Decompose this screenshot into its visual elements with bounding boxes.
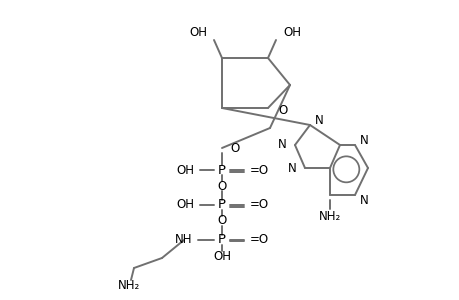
Text: OH: OH — [282, 26, 300, 38]
Text: N: N — [359, 134, 368, 146]
Text: N: N — [359, 194, 368, 206]
Text: =O: =O — [249, 164, 269, 176]
Text: NH₂: NH₂ — [318, 211, 341, 224]
Text: N: N — [278, 139, 286, 152]
Text: =O: =O — [249, 199, 269, 212]
Text: OH: OH — [189, 26, 207, 38]
Text: OH: OH — [176, 199, 194, 212]
Text: NH₂: NH₂ — [118, 280, 140, 292]
Text: =O: =O — [249, 233, 269, 247]
Text: O: O — [217, 214, 226, 227]
Text: O: O — [277, 104, 286, 118]
Text: P: P — [218, 164, 225, 176]
Text: OH: OH — [213, 250, 230, 262]
Text: N: N — [288, 161, 297, 175]
Text: O: O — [217, 179, 226, 193]
Text: P: P — [218, 233, 225, 247]
Text: NH: NH — [174, 233, 191, 247]
Text: P: P — [218, 199, 225, 212]
Text: OH: OH — [176, 164, 194, 176]
Text: O: O — [230, 142, 239, 154]
Text: N: N — [314, 113, 323, 127]
